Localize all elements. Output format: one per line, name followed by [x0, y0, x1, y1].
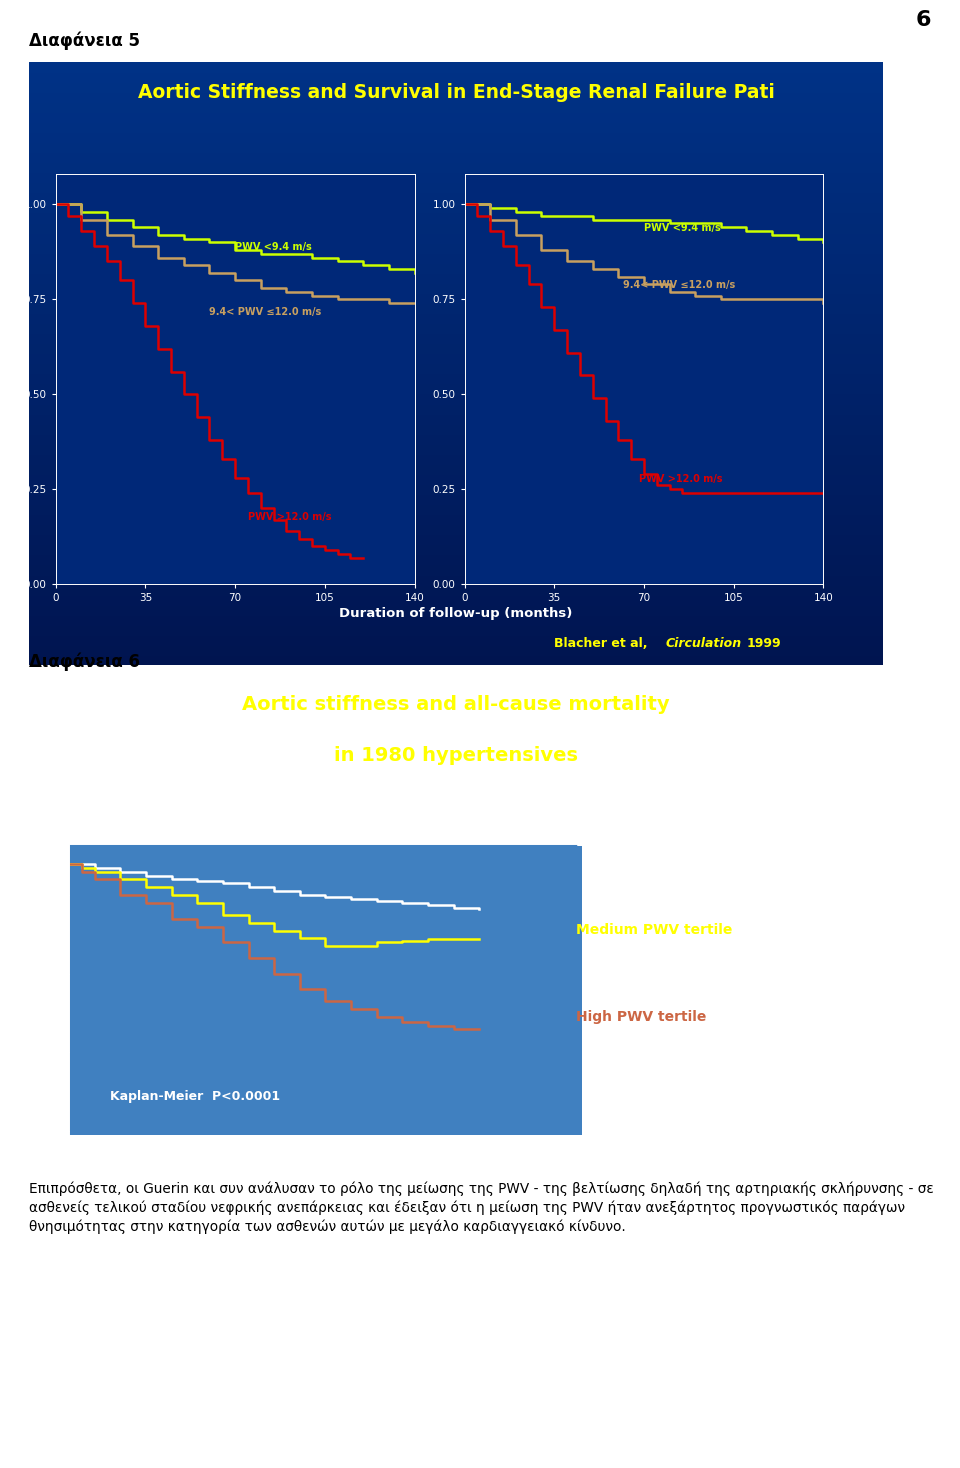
Bar — [29, 373, 883, 383]
Bar — [29, 182, 883, 192]
Bar — [29, 414, 883, 424]
Text: 9.4< PWV ≤12.0 m/s: 9.4< PWV ≤12.0 m/s — [209, 307, 322, 317]
Bar — [29, 514, 883, 524]
Bar — [29, 142, 883, 153]
Text: PWV <9.4 m/s: PWV <9.4 m/s — [235, 242, 312, 252]
Bar — [29, 404, 883, 414]
Bar — [29, 192, 883, 203]
Bar — [29, 655, 883, 665]
Bar — [29, 484, 883, 495]
Bar — [29, 383, 883, 393]
Bar — [29, 242, 883, 252]
Y-axis label: Survival: Survival — [18, 959, 31, 1020]
Bar — [29, 555, 883, 564]
Bar — [29, 294, 883, 302]
Bar — [29, 302, 883, 313]
Text: Laurent S. et al. Hypertension, 2000: Laurent S. et al. Hypertension, 2000 — [541, 799, 798, 812]
Bar — [29, 283, 883, 294]
Bar — [29, 454, 883, 464]
Bar — [29, 163, 883, 172]
Bar — [29, 313, 883, 323]
Bar — [29, 464, 883, 474]
Text: Probability of overall survival: Probability of overall survival — [119, 176, 315, 189]
Bar — [29, 363, 883, 373]
Bar — [29, 354, 883, 363]
Bar — [29, 172, 883, 182]
Text: Aortic Stiffness and Survival in End-Stage Renal Failure Pati: Aortic Stiffness and Survival in End-Sta… — [137, 82, 775, 101]
Bar — [29, 273, 883, 283]
Bar — [29, 122, 883, 132]
Bar — [29, 232, 883, 242]
Text: 1999: 1999 — [747, 637, 781, 650]
Bar — [29, 605, 883, 615]
Bar — [29, 263, 883, 273]
Text: Διαφάνεια 6: Διαφάνεια 6 — [29, 652, 140, 671]
Bar — [29, 443, 883, 454]
Bar — [29, 615, 883, 625]
Bar — [29, 112, 883, 122]
Text: in 1980 hypertensives: in 1980 hypertensives — [334, 746, 578, 765]
Text: 6: 6 — [916, 10, 931, 31]
Bar — [29, 634, 883, 644]
Bar — [29, 625, 883, 634]
Text: Duration of follow-up (months): Duration of follow-up (months) — [339, 606, 573, 619]
Bar — [29, 644, 883, 655]
Bar — [29, 564, 883, 574]
Bar — [29, 62, 883, 72]
X-axis label: Follow-up (years): Follow-up (years) — [260, 1158, 391, 1171]
Bar — [29, 474, 883, 484]
Text: Medium PWV tertile: Medium PWV tertile — [576, 923, 732, 937]
Bar — [29, 223, 883, 232]
Bar — [29, 72, 883, 82]
Text: Circulation: Circulation — [665, 637, 741, 650]
Text: Διαφάνεια 5: Διαφάνεια 5 — [29, 31, 140, 50]
Bar — [29, 534, 883, 545]
Bar — [29, 574, 883, 584]
Bar — [29, 433, 883, 443]
Bar — [29, 524, 883, 534]
Bar — [29, 584, 883, 595]
Text: Probability of event-free survival: Probability of event-free survival — [516, 176, 737, 189]
Bar — [29, 504, 883, 514]
Bar — [29, 82, 883, 92]
Bar — [29, 595, 883, 605]
Text: PWV >12.0 m/s: PWV >12.0 m/s — [248, 512, 331, 521]
Bar — [29, 424, 883, 433]
Bar — [29, 203, 883, 213]
Text: Aortic stiffness and all-cause mortality: Aortic stiffness and all-cause mortality — [242, 694, 670, 713]
Bar — [29, 153, 883, 163]
Bar — [29, 393, 883, 404]
Bar — [29, 545, 883, 555]
Bar — [29, 132, 883, 142]
Text: Επιπρόσθετα, οι Guerin και συν ανάλυσαν το ρόλο της μείωσης της PWV - της βελτίω: Επιπρόσθετα, οι Guerin και συν ανάλυσαν … — [29, 1182, 933, 1235]
Text: High PWV tertile: High PWV tertile — [576, 1010, 706, 1023]
Bar — [29, 92, 883, 101]
Bar — [29, 495, 883, 504]
Text: 9.4< PWV ≤12.0 m/s: 9.4< PWV ≤12.0 m/s — [623, 280, 735, 291]
Bar — [29, 333, 883, 344]
Text: PWV <9.4 m/s: PWV <9.4 m/s — [644, 223, 721, 233]
Bar — [29, 323, 883, 333]
Text: Low PWV tertile: Low PWV tertile — [576, 835, 702, 850]
Bar — [29, 344, 883, 354]
Text: Kaplan-Meier  P<0.0001: Kaplan-Meier P<0.0001 — [110, 1089, 280, 1102]
Bar — [29, 213, 883, 223]
Bar — [29, 252, 883, 263]
Bar — [29, 101, 883, 112]
Text: Blacher et al,: Blacher et al, — [554, 637, 648, 650]
Text: PWV >12.0 m/s: PWV >12.0 m/s — [638, 474, 722, 483]
